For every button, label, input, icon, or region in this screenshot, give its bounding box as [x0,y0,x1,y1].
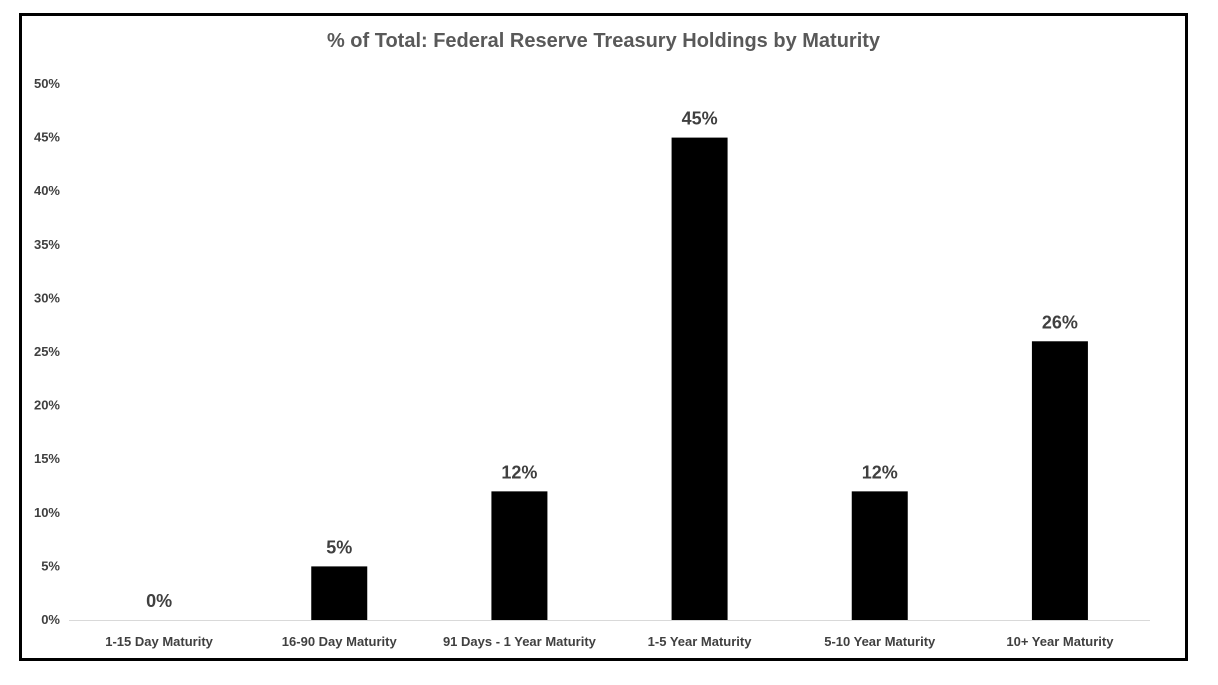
y-tick-label: 40% [34,183,60,198]
bar [851,491,908,620]
y-tick-label: 50% [34,76,60,91]
data-label: 12% [862,462,898,482]
data-label: 0% [146,591,172,611]
x-category-label: 1-5 Year Maturity [648,634,753,649]
y-tick-label: 10% [34,505,60,520]
chart-frame: % of Total: Federal Reserve Treasury Hol… [19,13,1188,661]
chart-plot: 0% 5% 10% 15% 20% 25% 30% 35% 40% 45% 50% 0% 1-15 Da… [34,76,1150,649]
y-tick-label: 30% [34,290,60,305]
chart-title: % of Total: Federal Reserve Treasury Hol… [326,30,881,52]
y-tick-label: 35% [34,237,60,252]
bar [311,566,368,620]
y-tick-label: 45% [34,130,60,145]
y-tick-label: 25% [34,344,60,359]
x-category-label: 5-10 Year Maturity [824,634,936,649]
x-category-label: 91 Days - 1 Year Maturity [443,634,597,649]
data-label: 5% [326,537,352,557]
data-label: 12% [501,462,537,482]
data-label: 45% [682,109,718,129]
x-category-label: 1-15 Day Maturity [105,634,213,649]
bar [1031,341,1088,620]
y-tick-label: 5% [41,558,60,573]
y-tick-label: 15% [34,451,60,466]
y-tick-label: 20% [34,398,60,413]
bar [671,137,728,620]
data-label: 26% [1042,312,1078,332]
bar [491,491,548,620]
y-tick-label: 0% [41,612,60,627]
x-category-label: 16-90 Day Maturity [282,634,398,649]
x-category-label: 10+ Year Maturity [1006,634,1114,649]
